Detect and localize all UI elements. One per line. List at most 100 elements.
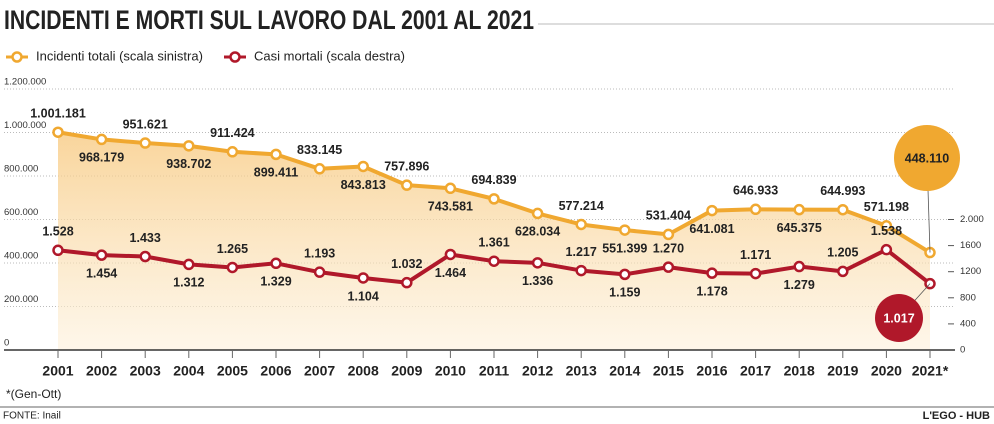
x-tick-label: 2016 <box>696 363 727 379</box>
x-tick-label: 2020 <box>871 363 902 379</box>
x-tick-label: 2003 <box>130 363 161 379</box>
highlight-bubble <box>894 125 960 191</box>
marker <box>226 261 239 274</box>
value-label: 577.214 <box>559 199 604 213</box>
marker <box>575 264 587 277</box>
value-label: 911.424 <box>210 126 255 140</box>
x-tick-label: 2015 <box>653 363 684 379</box>
marker <box>139 137 151 149</box>
value-label: 645.375 <box>777 221 822 235</box>
value-label: 1.217 <box>566 245 597 259</box>
value-label: 1.464 <box>435 266 466 280</box>
marker <box>183 140 195 152</box>
value-label: 1.528 <box>42 225 73 239</box>
x-tick-label: 2002 <box>86 363 117 379</box>
value-label: 1.538 <box>871 224 902 238</box>
marker <box>139 250 151 263</box>
y-tick-label: 800.000 <box>4 164 38 175</box>
marker <box>270 148 282 161</box>
marker <box>706 267 718 279</box>
value-label: 833.145 <box>297 143 342 157</box>
x-tick-label: 2018 <box>784 363 815 379</box>
marker <box>880 243 893 256</box>
x-tick-label: 2006 <box>260 363 291 379</box>
marker <box>619 224 631 236</box>
marker <box>662 228 675 241</box>
marker <box>95 249 108 261</box>
marker <box>183 258 195 271</box>
highlight-bubble <box>875 294 923 342</box>
marker <box>793 260 805 273</box>
value-label: 757.896 <box>384 159 429 173</box>
y2-tick-label: 800 <box>960 292 976 303</box>
marker <box>357 272 369 284</box>
y-tick-label: 200.000 <box>4 294 38 305</box>
marker <box>488 255 500 267</box>
value-label: 1.104 <box>348 289 379 303</box>
value-label: 968.179 <box>79 151 124 165</box>
x-tick-label: 2009 <box>391 363 422 379</box>
value-label: 1.361 <box>478 235 509 249</box>
marker <box>357 160 369 173</box>
value-label: 1.178 <box>696 284 727 298</box>
marker <box>226 146 239 158</box>
value-label: 1.001.181 <box>30 107 86 121</box>
marker <box>444 182 457 195</box>
y-tick-label: 0 <box>4 338 9 349</box>
y-tick-label: 1.000.000 <box>4 120 46 131</box>
y-tick-label: 400.000 <box>4 251 38 262</box>
marker <box>531 207 544 220</box>
marker <box>880 220 893 232</box>
marker <box>401 276 413 289</box>
y2-tick-label: 400 <box>960 318 976 329</box>
value-label: 1.193 <box>304 246 335 260</box>
value-label: 951.621 <box>123 117 168 131</box>
x-tick-label: 2013 <box>566 363 597 379</box>
marker <box>706 204 718 217</box>
marker <box>313 163 326 175</box>
legend-label: Incidenti totali (scala sinistra) <box>36 48 203 63</box>
marker <box>531 257 544 269</box>
marker <box>270 257 282 270</box>
y-tick-label: 1.200.000 <box>4 77 46 88</box>
value-label: 694.839 <box>471 173 516 187</box>
value-label: 628.034 <box>515 225 560 239</box>
value-label: 641.081 <box>689 222 734 236</box>
value-label: 1.032 <box>391 257 422 271</box>
marker <box>793 203 805 216</box>
source: FONTE: Inail <box>3 411 61 422</box>
y2-tick-label: 1600 <box>960 240 981 251</box>
value-label: 1.454 <box>86 266 117 280</box>
value-label: 1.279 <box>784 278 815 292</box>
value-label: 938.702 <box>166 157 211 171</box>
value-label: 1.159 <box>609 286 640 300</box>
value-label: 1.171 <box>740 248 771 262</box>
x-tick-label: 2007 <box>304 363 335 379</box>
marker <box>313 266 326 278</box>
value-label: 1.265 <box>217 242 248 256</box>
x-tick-label: 2005 <box>217 363 248 379</box>
value-label: 646.933 <box>733 184 778 198</box>
x-tick-label: 2010 <box>435 363 466 379</box>
y2-tick-label: 1200 <box>960 266 981 277</box>
marker <box>401 179 413 191</box>
x-tick-label: 2011 <box>479 363 510 379</box>
value-label: 843.813 <box>341 178 386 192</box>
marker <box>662 261 675 273</box>
value-label: 1.205 <box>827 246 858 260</box>
value-label: 1.312 <box>173 276 204 290</box>
marker <box>488 193 500 205</box>
x-tick-label: 2014 <box>609 363 640 379</box>
marker <box>52 244 64 257</box>
x-tick-label: 2019 <box>827 363 858 379</box>
x-tick-label: 2001 <box>42 363 73 379</box>
value-label: 1.270 <box>653 241 684 255</box>
marker <box>52 126 64 138</box>
legend: Incidenti totali (scala sinistra) Casi m… <box>6 48 405 63</box>
x-tick-label: 2021* <box>912 363 949 379</box>
legend-label: Casi mortali (scala destra) <box>254 48 405 63</box>
marker <box>837 265 849 278</box>
legend-marker <box>11 51 23 63</box>
y-tick-label: 600.000 <box>4 207 38 218</box>
